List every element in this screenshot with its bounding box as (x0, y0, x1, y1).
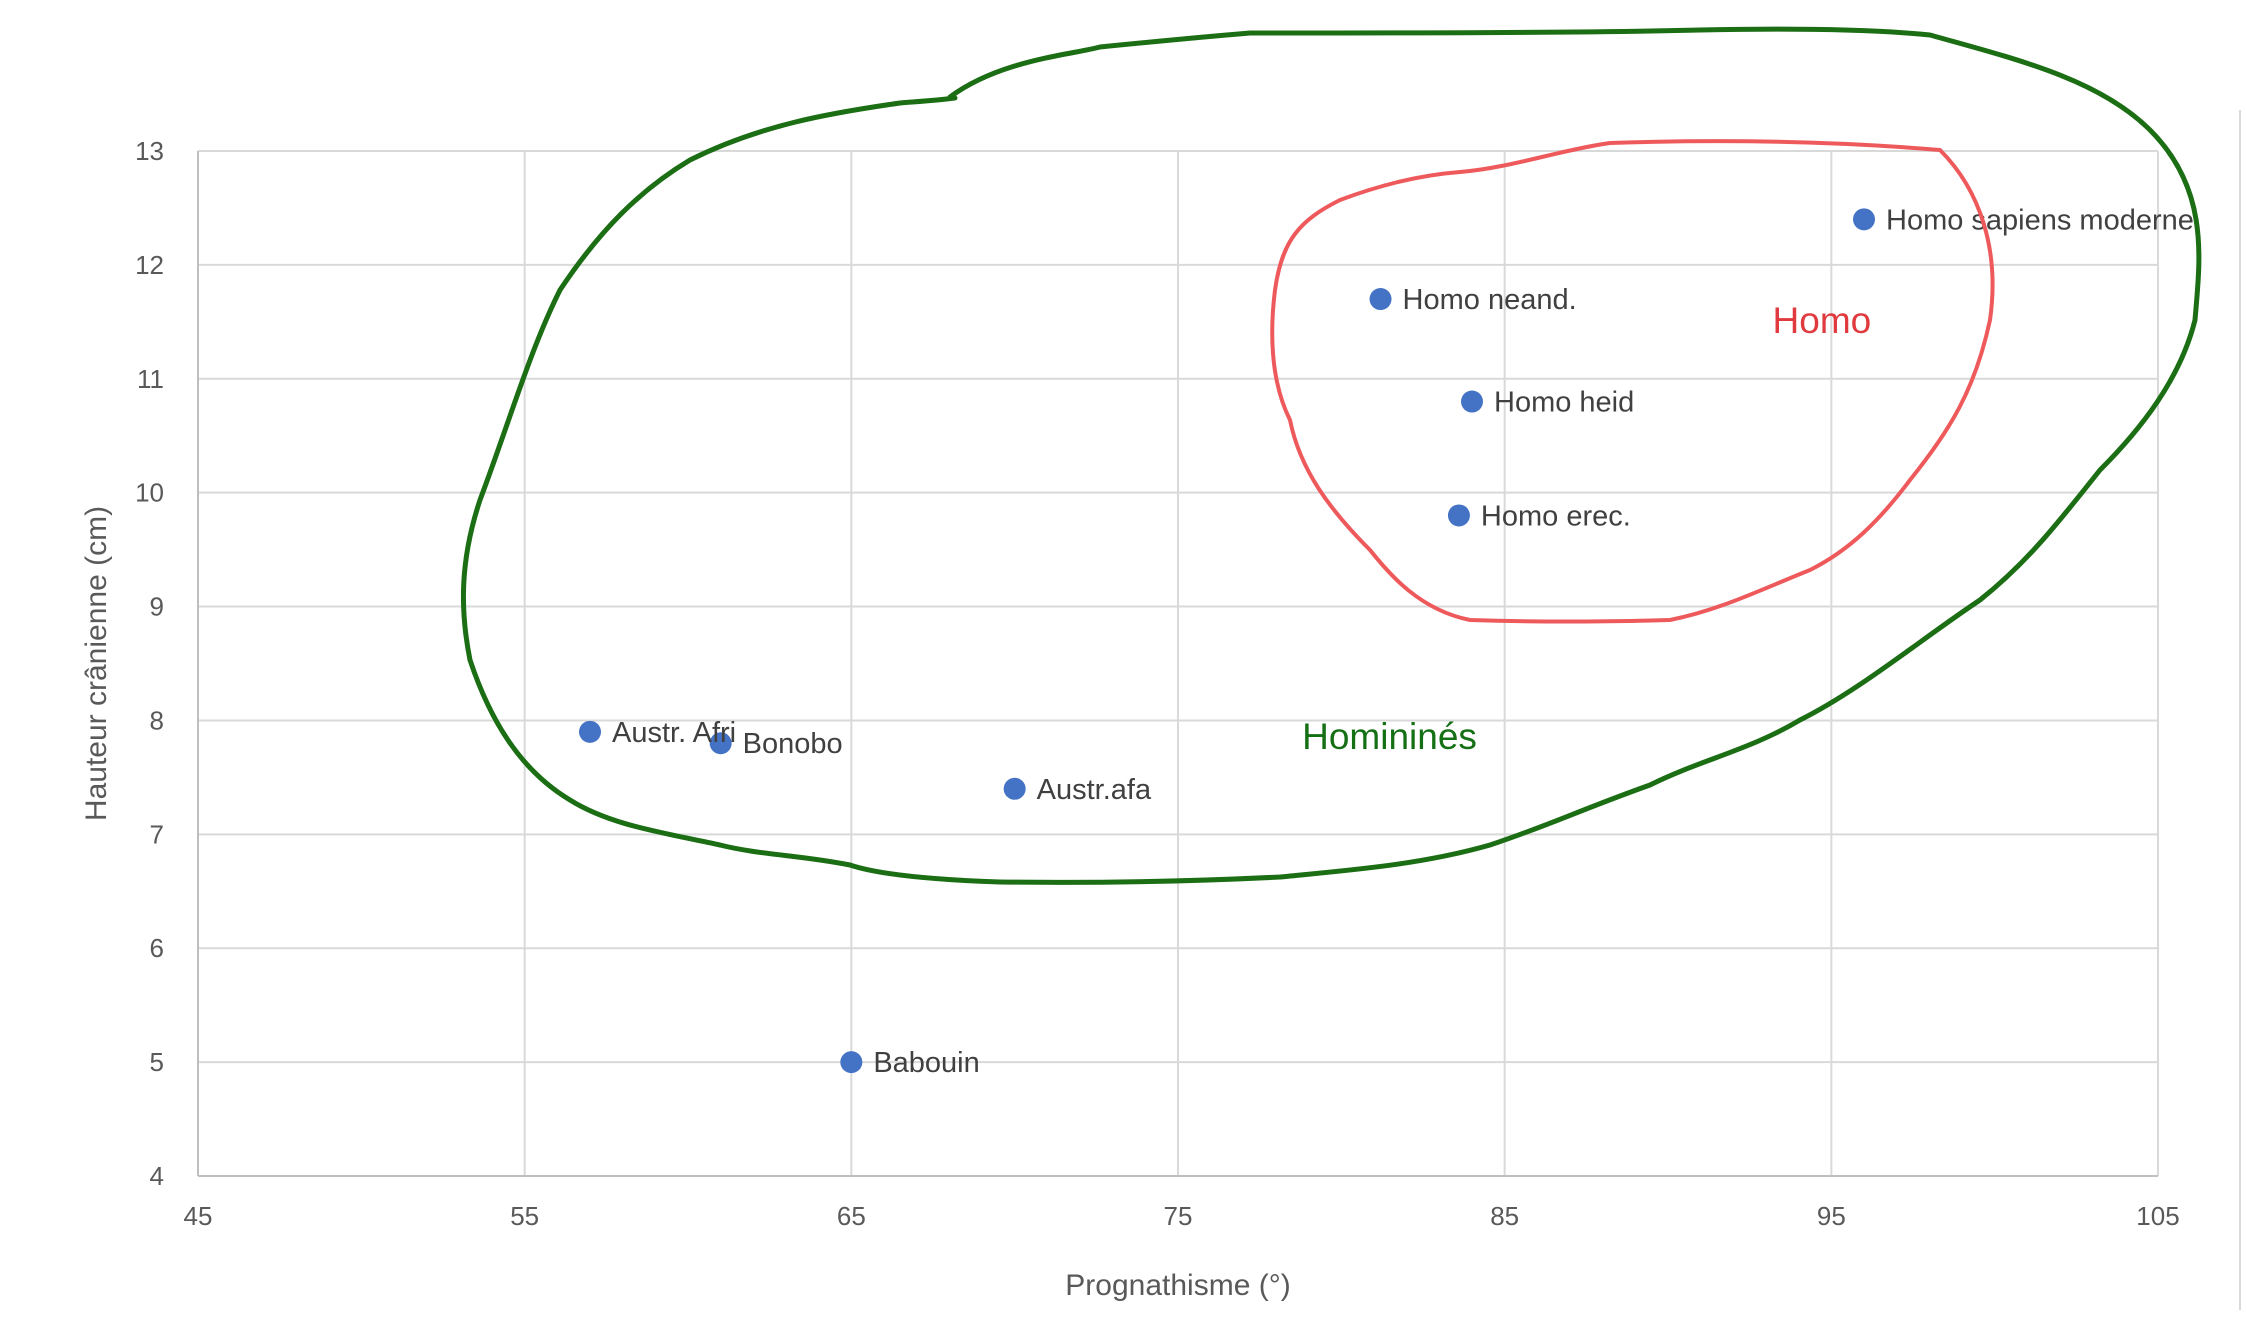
hominines-group-label: Homininés (1302, 716, 1477, 757)
homo-group-label: Homo (1773, 300, 1872, 341)
data-point-label: Homo neand. (1403, 284, 1577, 316)
axes (197, 151, 2158, 1177)
data-point-label: Homo sapiens moderne (1886, 204, 2194, 236)
y-tick-label: 6 (150, 933, 164, 963)
x-tick-label: 45 (184, 1201, 213, 1231)
x-tick-label: 55 (510, 1201, 539, 1231)
x-axis-title: Prognathisme (°) (1065, 1269, 1290, 1302)
data-point-label: Babouin (873, 1047, 979, 1079)
homo-group-outline (1270, 139, 1995, 624)
data-point-label: Bonobo (743, 728, 843, 760)
y-tick-label: 7 (150, 819, 164, 849)
data-point (709, 732, 732, 755)
y-tick-label: 9 (150, 592, 164, 622)
data-point-label: Austr. Afri (612, 717, 736, 749)
data-point (1003, 777, 1026, 800)
y-tick-label: 10 (135, 478, 164, 508)
y-axis-title: Hauteur crânienne (cm) (80, 506, 113, 821)
data-point-labels: Homo sapiens moderne Homo neand. Homo heid… (612, 204, 2194, 1079)
x-tick-label: 85 (1490, 1201, 1519, 1231)
data-point-label: Austr.afa (1037, 774, 1152, 806)
y-tick-label: 4 (150, 1161, 164, 1191)
y-tick-labels: 4 5 6 7 8 9 10 11 12 13 (135, 136, 164, 1191)
x-tick-label: 95 (1817, 1201, 1846, 1231)
x-tick-label: 75 (1164, 1201, 1193, 1231)
y-tick-label: 11 (137, 364, 164, 394)
y-tick-label: 5 (150, 1047, 164, 1077)
x-tick-label: 65 (837, 1201, 866, 1231)
y-tick-label: 12 (135, 250, 164, 280)
data-point (1853, 208, 1875, 231)
data-point (1461, 390, 1483, 413)
x-tick-label: 105 (2136, 1201, 2179, 1231)
grid-lines (198, 150, 2159, 1176)
data-point (579, 720, 601, 743)
data-point (1369, 288, 1392, 311)
hominines-group-outline (460, 26, 2202, 885)
data-point (1447, 504, 1470, 527)
data-points (579, 208, 1875, 1074)
y-tick-label: 8 (150, 705, 164, 735)
x-tick-labels: 45 55 65 75 85 95 105 (184, 1201, 2180, 1231)
data-point-label: Homo erec. (1481, 500, 1631, 532)
data-point (840, 1051, 863, 1074)
data-point-label: Homo heid (1494, 387, 1634, 419)
y-tick-label: 13 (135, 136, 164, 166)
